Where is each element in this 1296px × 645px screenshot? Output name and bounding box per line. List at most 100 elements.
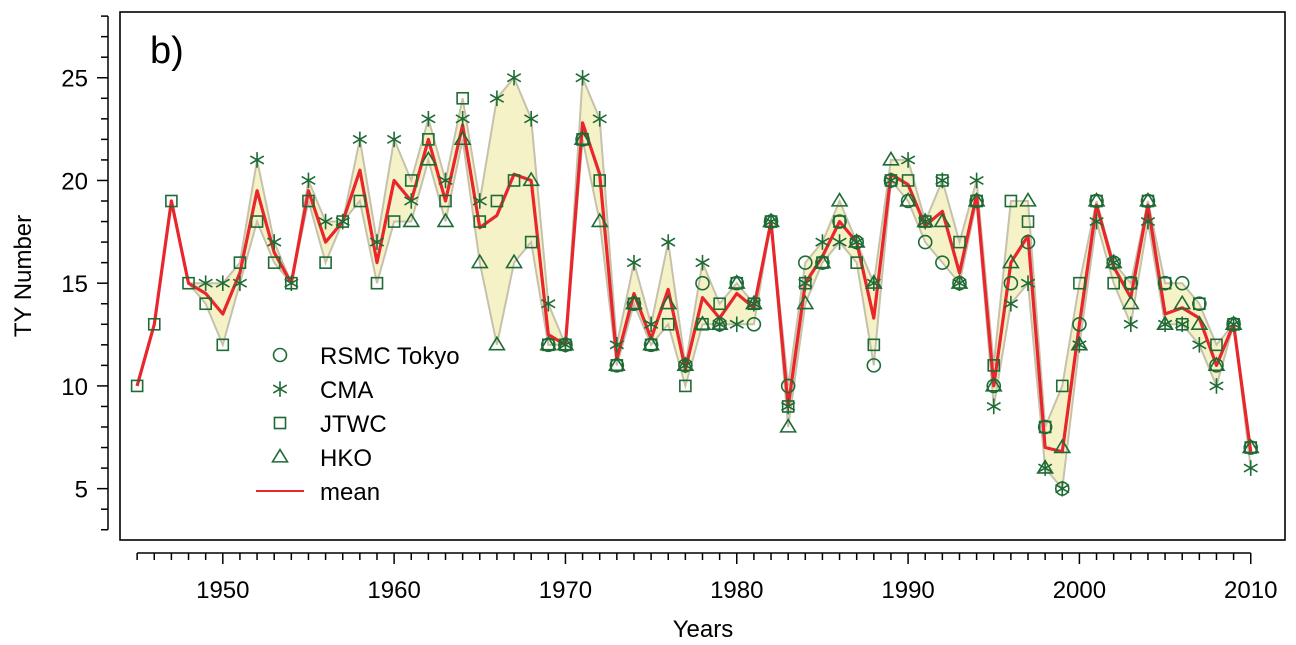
data-point (661, 317, 675, 331)
data-point (830, 191, 849, 207)
legend-item: JTWC (273, 411, 387, 438)
data-point (590, 212, 609, 228)
data-point (1073, 276, 1086, 290)
data-point (1157, 275, 1173, 291)
data-point (1140, 213, 1156, 230)
data-point (1193, 297, 1206, 311)
plot-frame (119, 11, 1286, 541)
data-point (1003, 295, 1019, 312)
data-point (592, 111, 607, 127)
data-point (402, 212, 421, 228)
marker-layer (130, 69, 1260, 497)
y-tick-label: 10 (61, 374, 88, 401)
data-point (710, 315, 729, 330)
data-point (1055, 379, 1069, 393)
data-point (1055, 480, 1070, 497)
data-point (625, 294, 643, 310)
data-point (1190, 315, 1209, 330)
data-point (1089, 213, 1104, 230)
data-point (1173, 294, 1192, 310)
data-point (182, 276, 195, 290)
data-point (679, 379, 692, 393)
legend-marker-swatch (272, 347, 288, 363)
data-point (815, 234, 830, 250)
x-tick-label: 1980 (710, 577, 763, 604)
data-point (1241, 438, 1260, 454)
data-point (1020, 234, 1036, 250)
data-point (1004, 194, 1018, 208)
data-point (438, 172, 453, 189)
legend-item: HKO (271, 445, 372, 472)
series-jtwc (130, 91, 1258, 454)
data-point (1123, 275, 1139, 291)
data-point (1021, 215, 1035, 228)
data-point (456, 91, 469, 105)
data-point (1174, 275, 1190, 291)
data-point (233, 256, 247, 269)
data-point (422, 133, 435, 146)
data-point (798, 276, 812, 290)
data-point (984, 376, 1003, 392)
data-point (1192, 337, 1207, 353)
data-point (404, 174, 418, 187)
x-tick-label: 1960 (367, 577, 420, 604)
data-point (1020, 275, 1036, 291)
data-point (1003, 275, 1019, 291)
data-point (489, 90, 505, 107)
data-point (933, 212, 952, 228)
data-point (198, 275, 213, 291)
data-point (541, 295, 556, 312)
data-point (472, 193, 487, 209)
x-tick-label: 1950 (196, 577, 249, 604)
data-point (967, 191, 986, 207)
band-upper-edge (136, 75, 1252, 448)
data-point (1070, 335, 1089, 351)
legend-label: mean (320, 479, 380, 506)
data-point (130, 379, 144, 393)
data-point (969, 172, 984, 189)
data-point (522, 171, 541, 187)
data-point (419, 150, 438, 166)
data-point (833, 215, 846, 228)
data-point (490, 194, 504, 208)
axes: 1950 1960 1970 1980 1990 2000 2010 5 10 15 20 25 (61, 15, 1277, 604)
data-point (506, 69, 522, 86)
legend-marker-swatch (273, 416, 287, 430)
data-point (745, 294, 763, 310)
series-hko (402, 130, 1260, 474)
panel-label: b) (150, 30, 184, 72)
data-point (404, 193, 419, 209)
data-point (832, 234, 847, 250)
data-point (165, 194, 178, 208)
data-point (249, 152, 265, 168)
data-point (250, 215, 264, 228)
x-tick-label: 1970 (539, 577, 592, 604)
data-point (1192, 296, 1207, 312)
data-point (470, 253, 489, 269)
data-point (866, 358, 882, 373)
y-tick-label: 20 (61, 168, 88, 195)
x-axis-label: Years (673, 616, 734, 643)
data-point (609, 337, 624, 353)
data-point (505, 253, 523, 269)
data-point (593, 174, 607, 187)
data-point (916, 212, 935, 228)
legend-label: HKO (320, 445, 372, 472)
data-point (147, 317, 161, 331)
data-point (1224, 315, 1243, 330)
data-point (387, 215, 401, 228)
data-point (1158, 276, 1172, 290)
data-point (199, 297, 212, 311)
data-point (780, 378, 796, 394)
legend-item: CMA (272, 377, 373, 404)
legend-item: RSMC Tokyo (272, 343, 460, 370)
y-tick-label: 15 (61, 271, 88, 298)
data-point (1038, 420, 1052, 434)
data-point (369, 234, 385, 250)
data-point (455, 111, 470, 127)
data-point (713, 297, 726, 311)
data-point (1124, 276, 1138, 290)
data-point (507, 174, 521, 187)
data-point (1001, 253, 1020, 269)
data-point (695, 254, 710, 271)
